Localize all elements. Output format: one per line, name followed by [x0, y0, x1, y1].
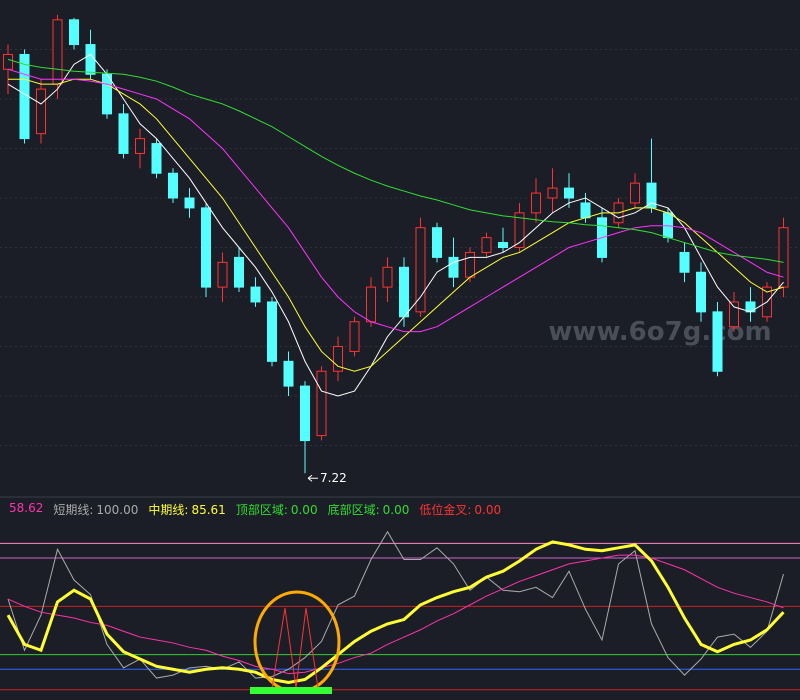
candle-body — [679, 251, 690, 273]
candle-body — [85, 44, 96, 75]
indicator-line — [7, 554, 784, 675]
candle-body — [729, 301, 739, 328]
indicator-line — [7, 530, 784, 679]
candle-body — [580, 202, 591, 219]
candle-body — [316, 370, 327, 437]
candle-body — [712, 311, 723, 372]
legend-value: 85.61 — [191, 503, 226, 517]
candle-body — [696, 271, 706, 313]
candle-body — [778, 227, 789, 288]
candle-body — [184, 197, 195, 209]
candle-body — [399, 266, 409, 318]
candle-body — [448, 256, 459, 278]
candle-body — [267, 301, 277, 362]
candle-body — [333, 346, 343, 372]
candle-body — [19, 53, 30, 140]
candle-body — [432, 227, 442, 258]
indicator-line — [6, 540, 785, 684]
candles: 7.22 — [3, 14, 789, 485]
candle-body — [415, 227, 426, 313]
candle-body — [481, 237, 492, 253]
legend-label: 底部区域: — [327, 503, 380, 517]
legend-item: 顶部区域: 0.00 — [236, 501, 318, 518]
candle-body — [630, 182, 640, 204]
candle-body — [135, 138, 145, 154]
candle-body — [3, 53, 13, 70]
candle-body — [465, 251, 475, 278]
candle-body — [366, 286, 376, 323]
candle-body — [382, 266, 393, 288]
signal-bar — [250, 687, 332, 694]
candle-body — [547, 187, 558, 199]
legend-label: 顶部区域: — [235, 503, 288, 517]
legend-label: 中期线: — [148, 503, 189, 517]
candle-body — [300, 385, 310, 442]
candle-body — [514, 212, 525, 249]
legend-item: 低位金叉: 0.00 — [419, 501, 501, 518]
grid — [0, 49, 800, 446]
indicator — [0, 530, 800, 691]
candle-body — [151, 143, 162, 174]
indicator-legend: 58.62 短期线: 100.00 中期线: 85.61 顶部区域: 0.00 底部区域: 0.… — [6, 501, 501, 518]
candle-body — [283, 360, 294, 387]
legend-value: 0.00 — [382, 503, 410, 517]
moving-average — [8, 78, 784, 372]
legend-value: 0.00 — [290, 503, 318, 517]
moving-average — [7, 58, 784, 263]
candle-body — [102, 73, 112, 115]
legend-value: 0.00 — [474, 503, 502, 517]
legend-item: 58.62 — [6, 501, 43, 518]
candle-body — [201, 207, 211, 288]
candle-body — [234, 256, 244, 288]
low-annotation: 7.22 — [320, 471, 347, 485]
candle-body — [52, 19, 63, 85]
candle-body — [498, 242, 508, 249]
candle-body — [168, 172, 178, 199]
candle-body — [564, 187, 574, 199]
moving-average — [7, 53, 784, 397]
candle-body — [69, 19, 79, 46]
legend-value: 100.00 — [96, 503, 139, 517]
candle-body — [531, 192, 541, 214]
candle-body — [36, 88, 46, 135]
candle-body — [349, 321, 360, 352]
annotation-arrow — [307, 474, 318, 482]
moving-average — [7, 68, 784, 333]
candle-body — [118, 113, 129, 154]
candle-body — [250, 286, 261, 303]
legend-item: 中期线: 85.61 — [148, 501, 225, 518]
legend-value: 58.62 — [9, 501, 44, 515]
legend-item: 底部区域: 0.00 — [328, 501, 410, 518]
legend-label: 低位金叉: — [419, 503, 472, 517]
legend-item: 短期线: 100.00 — [53, 501, 138, 518]
candle-body — [217, 261, 228, 288]
legend-label: 短期线: — [53, 503, 94, 517]
